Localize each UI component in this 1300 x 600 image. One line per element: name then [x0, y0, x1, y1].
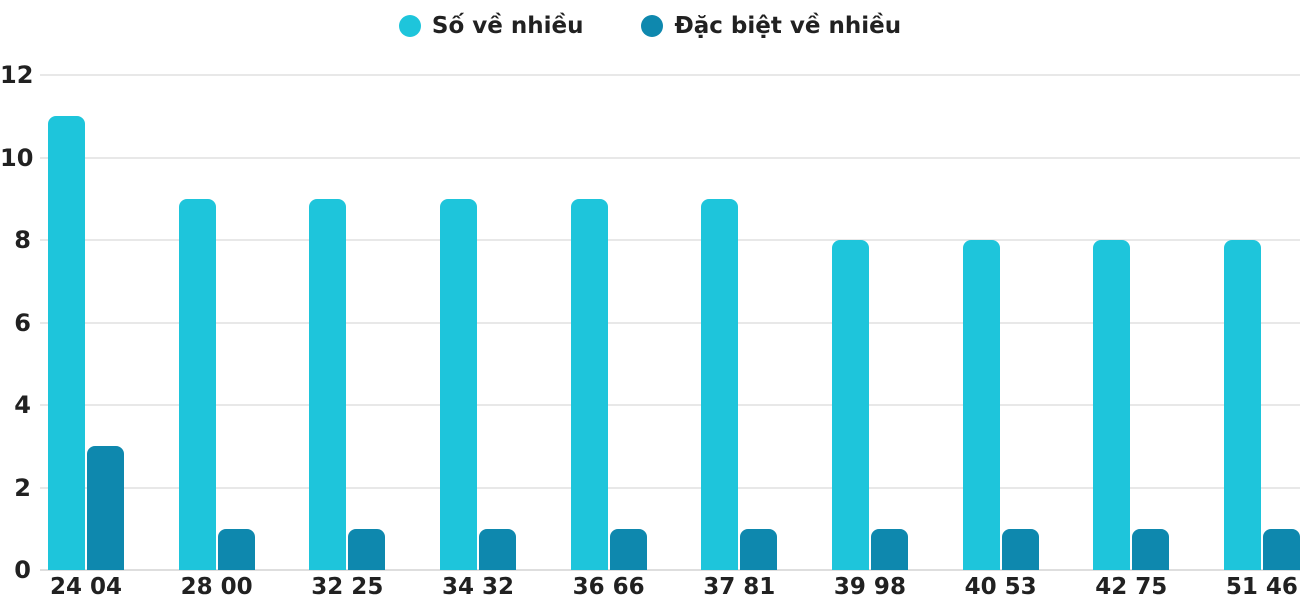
bar-group [1093, 240, 1170, 570]
bar-group [831, 240, 908, 570]
bar[interactable] [831, 240, 869, 570]
y-axis-tick-label: 0 [14, 556, 31, 584]
y-axis-tick-label: 4 [14, 391, 31, 419]
bar[interactable] [87, 446, 124, 570]
bar-group [178, 199, 255, 570]
bar[interactable] [309, 199, 347, 570]
gridline [40, 156, 1300, 159]
x-axis-category-label: 34 32 [441, 574, 514, 600]
bar[interactable] [1223, 240, 1261, 570]
x-axis-category-label: 36 66 [572, 574, 645, 600]
x-axis-category-label: 51 46 [1225, 574, 1298, 600]
bar[interactable] [48, 116, 85, 570]
bar[interactable] [1262, 529, 1300, 570]
y-axis-tick-label: 2 [14, 473, 31, 502]
x-axis-category-label: 32 25 [311, 574, 384, 600]
gridlines [40, 74, 1300, 571]
x-axis-category-label: 39 98 [833, 574, 906, 600]
bar[interactable] [1093, 240, 1131, 570]
bar-group [962, 240, 1039, 570]
x-axis-category-label: 24 04 [49, 574, 123, 600]
gridline [40, 321, 1300, 324]
bar-group [1223, 240, 1300, 570]
gridline [40, 74, 1300, 76]
y-axis-tick-label: 6 [14, 308, 31, 337]
bar[interactable] [701, 199, 739, 570]
bar[interactable] [1132, 529, 1170, 570]
gridline [40, 404, 1300, 406]
bar-group [439, 199, 516, 570]
gridline [40, 486, 1300, 489]
gridline [40, 239, 1300, 241]
legend: Số về nhiều Đặc biệt về nhiều [0, 13, 1300, 39]
x-axis-line [40, 569, 1300, 571]
legend-item-label: Số về nhiều [431, 13, 584, 39]
x-axis-category-label: 42 75 [1095, 574, 1168, 600]
bar[interactable] [178, 199, 216, 570]
legend-swatch-icon [398, 15, 421, 37]
x-axis-category-label: 28 00 [180, 574, 253, 600]
bar[interactable] [609, 529, 647, 570]
y-axis-tick-label: 10 [0, 143, 34, 172]
y-axis-tick-label: 12 [0, 61, 34, 89]
bar[interactable] [348, 529, 386, 570]
legend-item: Số về nhiều [398, 13, 584, 39]
x-axis-labels: 24 04 28 00 32 25 34 32 36 66 37 81 39 98 40 53… [40, 574, 1300, 600]
bar-group [570, 199, 647, 570]
legend-swatch-icon [641, 15, 664, 37]
bar[interactable] [570, 199, 608, 570]
bar-group [48, 116, 124, 570]
bar-group [701, 199, 778, 570]
y-axis-tick-label: 8 [14, 226, 31, 254]
bar[interactable] [962, 240, 1000, 570]
bar[interactable] [478, 529, 516, 570]
plot-area [40, 75, 1300, 570]
legend-item-label: Đặc biệt về nhiều [674, 13, 902, 39]
bar[interactable] [870, 529, 908, 570]
x-axis-category-label: 40 53 [964, 574, 1037, 600]
bar[interactable] [439, 199, 477, 570]
bar[interactable] [217, 529, 255, 570]
legend-item: Đặc biệt về nhiều [641, 13, 901, 39]
bar[interactable] [740, 529, 778, 570]
bar-group [309, 199, 386, 570]
x-axis-category-label: 37 81 [703, 574, 776, 600]
bar[interactable] [1001, 529, 1039, 570]
